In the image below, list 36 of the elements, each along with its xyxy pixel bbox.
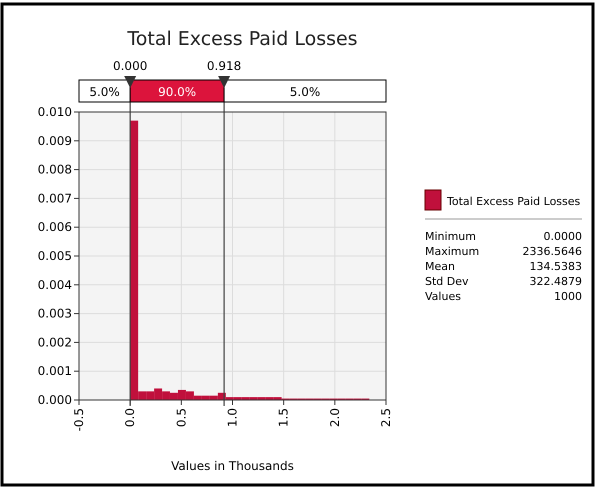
y-tick-label: 0.009 [38,134,72,148]
y-tick-label: 0.001 [38,364,72,378]
x-axis-title: Values in Thousands [171,459,294,473]
chart-title: Total Excess Paid Losses [126,28,358,50]
text: 2336.5646 [522,245,582,258]
x-tick-label: -0.5 [72,408,86,432]
y-tick-label: 0.007 [38,191,72,206]
x-tick-label: 1.5 [276,408,291,428]
text: Mean [425,260,455,273]
x-tick-label: 0.0 [123,408,138,428]
text: Values [425,290,462,303]
text: 90.0% [158,85,196,99]
y-tick-label: 0.006 [38,220,72,234]
y-tick-label: 0.010 [38,105,72,119]
y-tick-label: 0.003 [38,306,72,321]
text: 5.0% [290,85,320,99]
text: 322.4879 [530,275,582,288]
text: 5.0% [89,85,120,99]
text: Std Dev [425,275,470,288]
x-tick-label: 2.0 [328,408,342,428]
text: Minimum [425,230,476,243]
text: Maximum [425,245,480,258]
y-tick-label: 0.005 [38,249,72,263]
y-tick-label: 0.000 [38,393,72,407]
ref-line-label: 0.918 [206,59,242,73]
text: 1000 [554,290,582,303]
x-tick-label: 2.5 [379,408,393,428]
ref-line-label: 0.000 [112,59,148,73]
y-tick-label: 0.008 [38,162,72,177]
text: 134.5383 [530,260,582,273]
legend-label: Total Excess Paid Losses [446,195,581,208]
text: 0.0000 [544,230,582,243]
y-tick-label: 0.002 [38,335,72,350]
x-tick-label: 1.0 [226,408,240,428]
y-tick-label: 0.004 [38,278,72,292]
x-tick-label: 0.5 [174,408,188,428]
